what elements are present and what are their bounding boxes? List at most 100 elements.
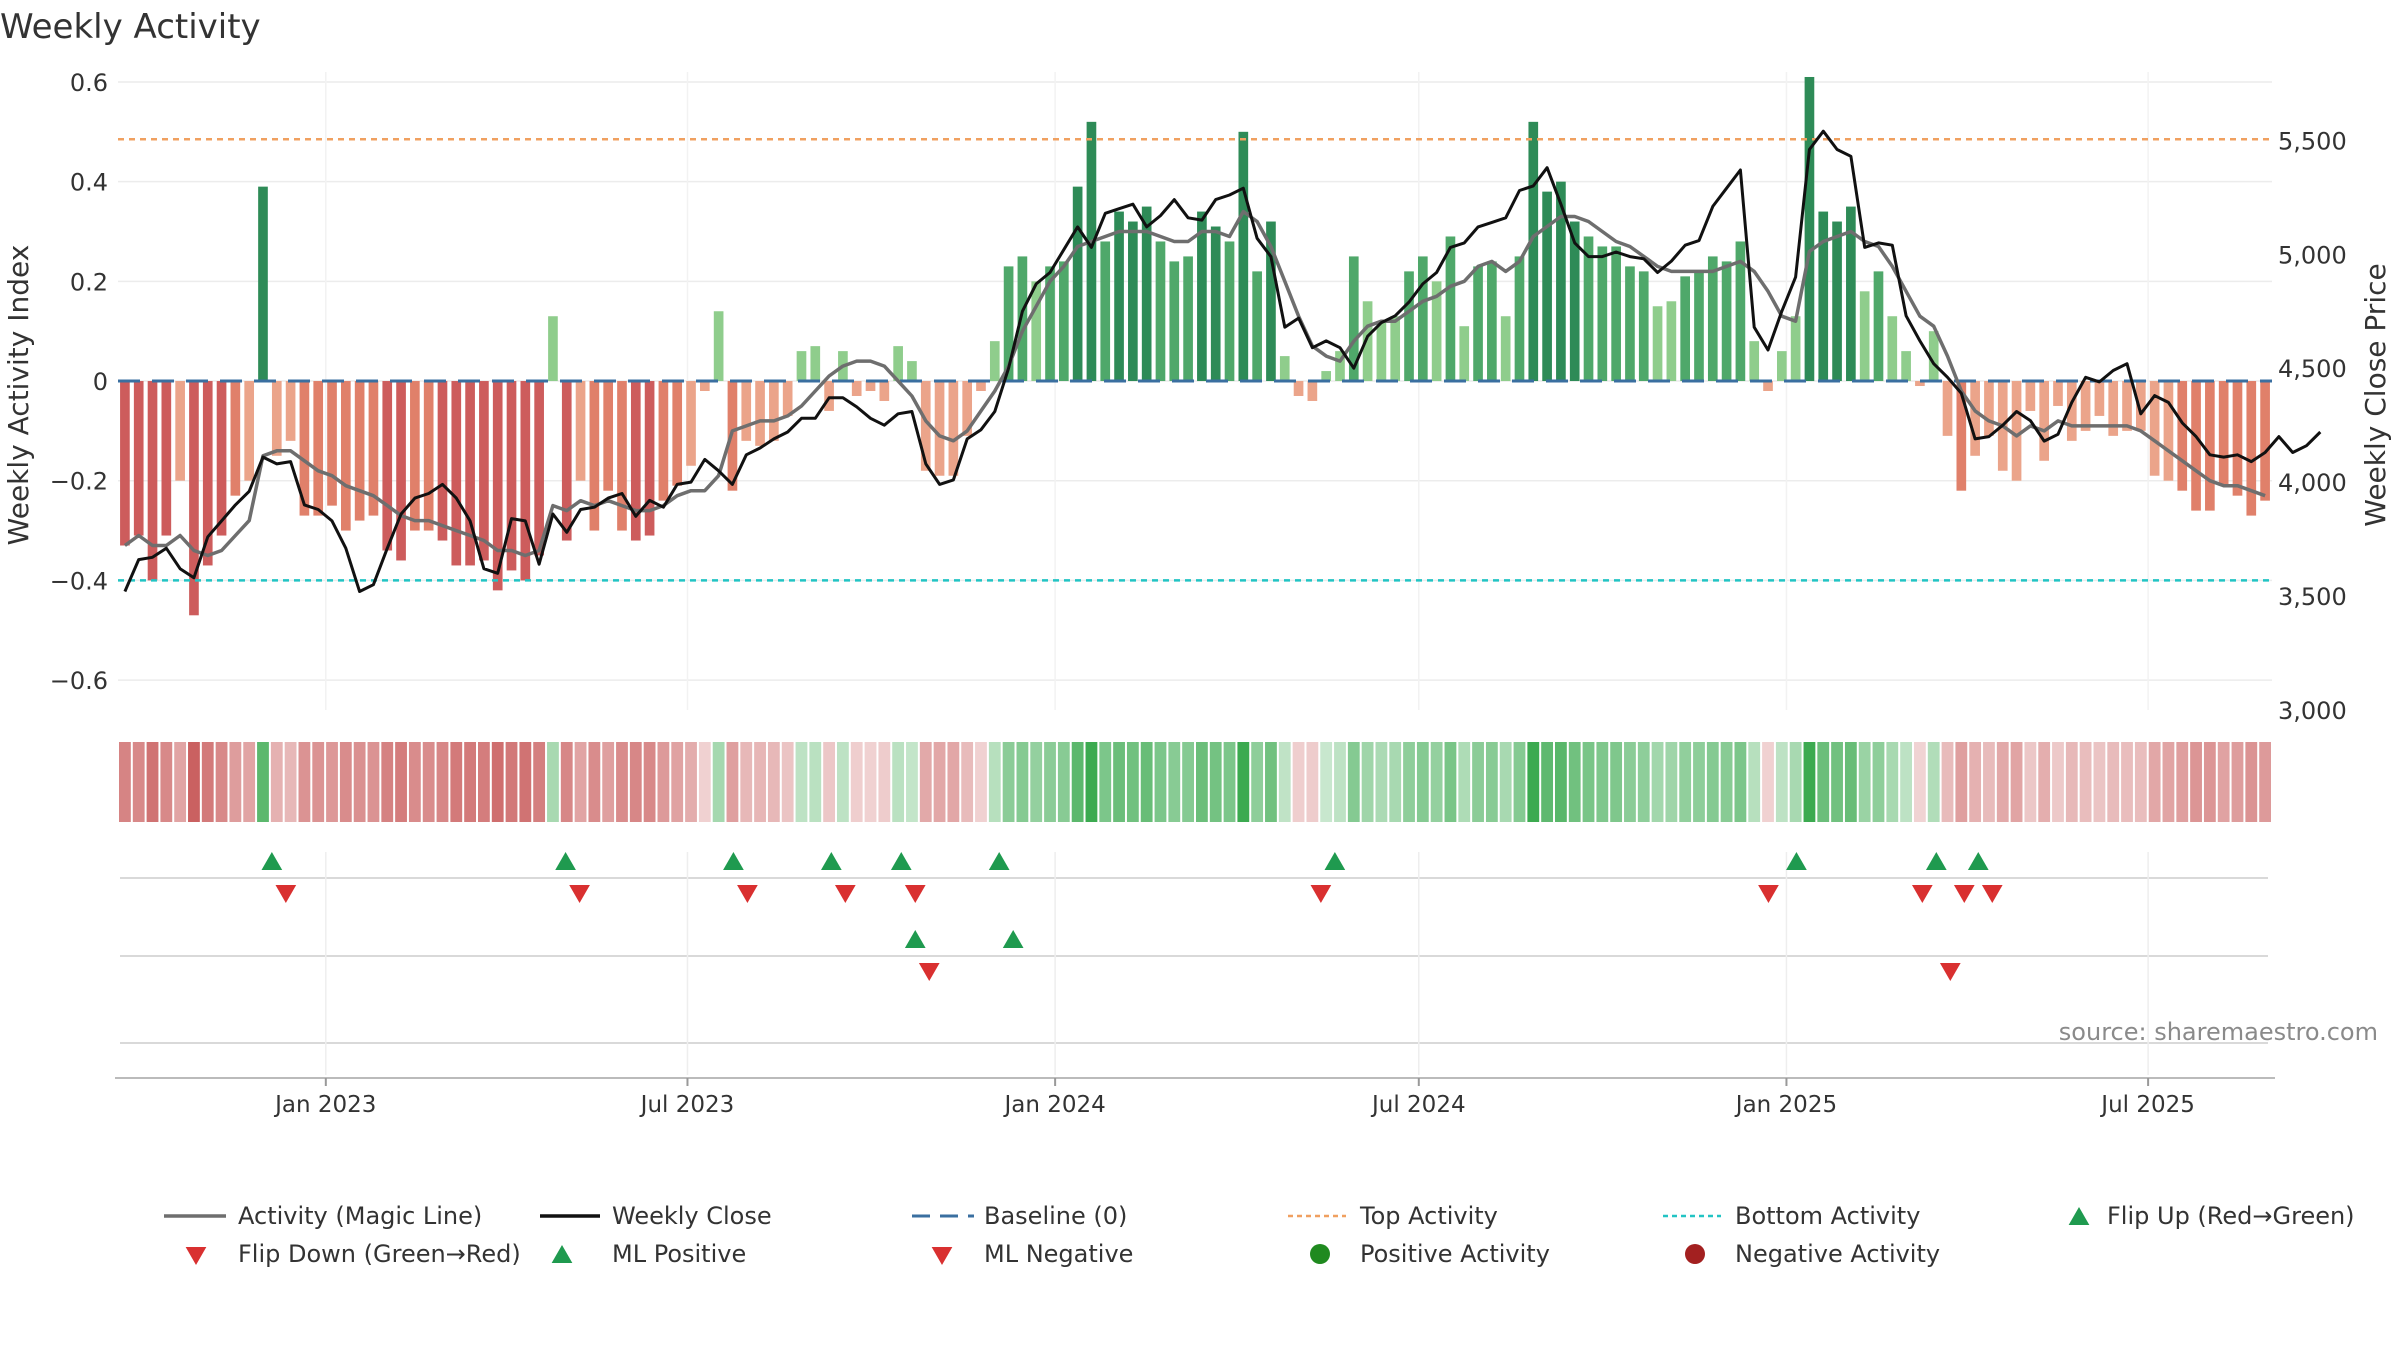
- activity-bar: [879, 381, 890, 401]
- activity-bar: [1846, 206, 1856, 382]
- x-tick-label: Jan 2024: [1002, 1092, 1105, 1118]
- flip-down-marker: [1310, 885, 1332, 903]
- activity-bar: [948, 381, 959, 476]
- activity-bar: [189, 381, 199, 616]
- activity-bar: [1404, 271, 1414, 382]
- activity-bar: [1045, 266, 1055, 382]
- activity-bar: [1804, 76, 1815, 382]
- activity-bar: [617, 381, 627, 531]
- strip-cell: [1209, 742, 1222, 822]
- chart-title: Weekly Activity: [0, 7, 261, 47]
- strip-cell: [1126, 742, 1139, 822]
- flip-down-marker: [1758, 885, 1779, 903]
- activity-bar: [1169, 261, 1180, 382]
- activity-bar: [285, 381, 296, 441]
- strip-cell: [478, 742, 490, 822]
- strip-cell: [1416, 742, 1429, 822]
- activity-bar: [1597, 246, 1608, 382]
- strip-cell: [726, 742, 739, 822]
- activity-bar: [1238, 131, 1249, 382]
- strip-cell: [1292, 742, 1305, 822]
- activity-bar: [824, 381, 834, 411]
- strip-cell: [270, 742, 283, 822]
- strip-cell: [146, 742, 159, 822]
- strip-cell: [2259, 742, 2271, 822]
- activity-bar: [699, 381, 710, 391]
- activity-bar: [1141, 206, 1152, 382]
- strip-cell: [1555, 742, 1567, 822]
- strip-cell: [1196, 742, 1208, 822]
- activity-bar: [686, 381, 696, 466]
- legend: Activity (Magic Line) Weekly Close Baselin…: [164, 1202, 2355, 1268]
- strip-cell: [1651, 742, 1664, 822]
- strip-cell: [533, 742, 546, 822]
- legend-label: Flip Up (Red→Green): [2107, 1202, 2355, 1230]
- strip-cell: [519, 742, 532, 822]
- activity-bar: [506, 381, 517, 571]
- strip-cell: [588, 742, 601, 822]
- ml-positive-marker: [904, 930, 926, 948]
- strip-cell: [961, 742, 974, 822]
- activity-bar: [1776, 351, 1787, 382]
- strip-cell: [933, 742, 946, 822]
- y2-tick-label: 5,000: [2278, 241, 2347, 269]
- flip-down-marker: [1981, 885, 2003, 903]
- activity-bar: [1431, 281, 1442, 382]
- strip-cell: [1541, 742, 1553, 822]
- activity-bar: [368, 381, 379, 516]
- strip-cell: [1444, 742, 1457, 822]
- activity-bar: [1197, 211, 1207, 382]
- y-tick-label: 0.4: [70, 169, 108, 197]
- strip-cell: [2148, 742, 2161, 822]
- strip-cell: [1844, 742, 1857, 822]
- flip-down-marker: [1953, 885, 1975, 903]
- strip-cell: [2065, 742, 2078, 822]
- strip-cell: [837, 742, 849, 822]
- strip-cell: [436, 742, 449, 822]
- strip-cell: [547, 742, 559, 822]
- activity-bar: [2066, 381, 2077, 441]
- legend-label: ML Negative: [984, 1240, 1133, 1268]
- activity-bar: [1763, 381, 1773, 391]
- strip-cell: [2203, 742, 2216, 822]
- activity-bar: [1031, 281, 1042, 382]
- axes: 0.6 0.4 0.2 0 −0.2 −0.4 −0.6 5,500 5,000 4,500 4,0…: [50, 69, 2347, 725]
- activity-bar: [2080, 381, 2091, 431]
- activity-bar: [120, 381, 130, 546]
- activity-bar: [1307, 381, 1318, 401]
- y2-tick-label: 3,500: [2278, 583, 2347, 611]
- activity-bar: [934, 381, 945, 476]
- activity-bar: [244, 381, 255, 481]
- legend-label: Negative Activity: [1735, 1240, 1940, 1268]
- strip-cell: [450, 742, 463, 822]
- activity-bar: [2218, 381, 2229, 486]
- strip-cell: [395, 742, 407, 822]
- legend-label: Flip Down (Green→Red): [238, 1240, 521, 1268]
- y2-tick-label: 4,500: [2278, 355, 2347, 383]
- legend-symbol: [185, 1247, 207, 1265]
- activity-bar: [2149, 381, 2160, 476]
- legend-symbol: [551, 1245, 573, 1263]
- strip-cell: [1140, 742, 1153, 822]
- strip-cell: [1016, 742, 1029, 822]
- strip-cell: [850, 742, 863, 822]
- activity-bar: [340, 381, 351, 531]
- activity-bar: [520, 381, 531, 581]
- activity-bar: [2122, 381, 2132, 431]
- activity-bar: [1652, 306, 1663, 382]
- weekly-close-line: [123, 129, 2322, 593]
- ml-negative-marker: [1939, 963, 1961, 981]
- strip-cell: [1858, 742, 1871, 822]
- strip-cell: [1334, 742, 1346, 822]
- strip-cell: [629, 742, 642, 822]
- legend-label: Top Activity: [1359, 1202, 1498, 1230]
- legend-symbol: [1310, 1244, 1330, 1264]
- activity-bar: [1569, 221, 1580, 382]
- flip-up-marker: [261, 852, 283, 870]
- flip-up-marker: [723, 852, 744, 870]
- x-tick-label: Jul 2025: [2099, 1092, 2195, 1118]
- activity-bar: [396, 381, 406, 561]
- activity-bar: [589, 381, 600, 531]
- y2-tick-label: 5,500: [2278, 127, 2347, 155]
- activity-bar: [2205, 381, 2215, 511]
